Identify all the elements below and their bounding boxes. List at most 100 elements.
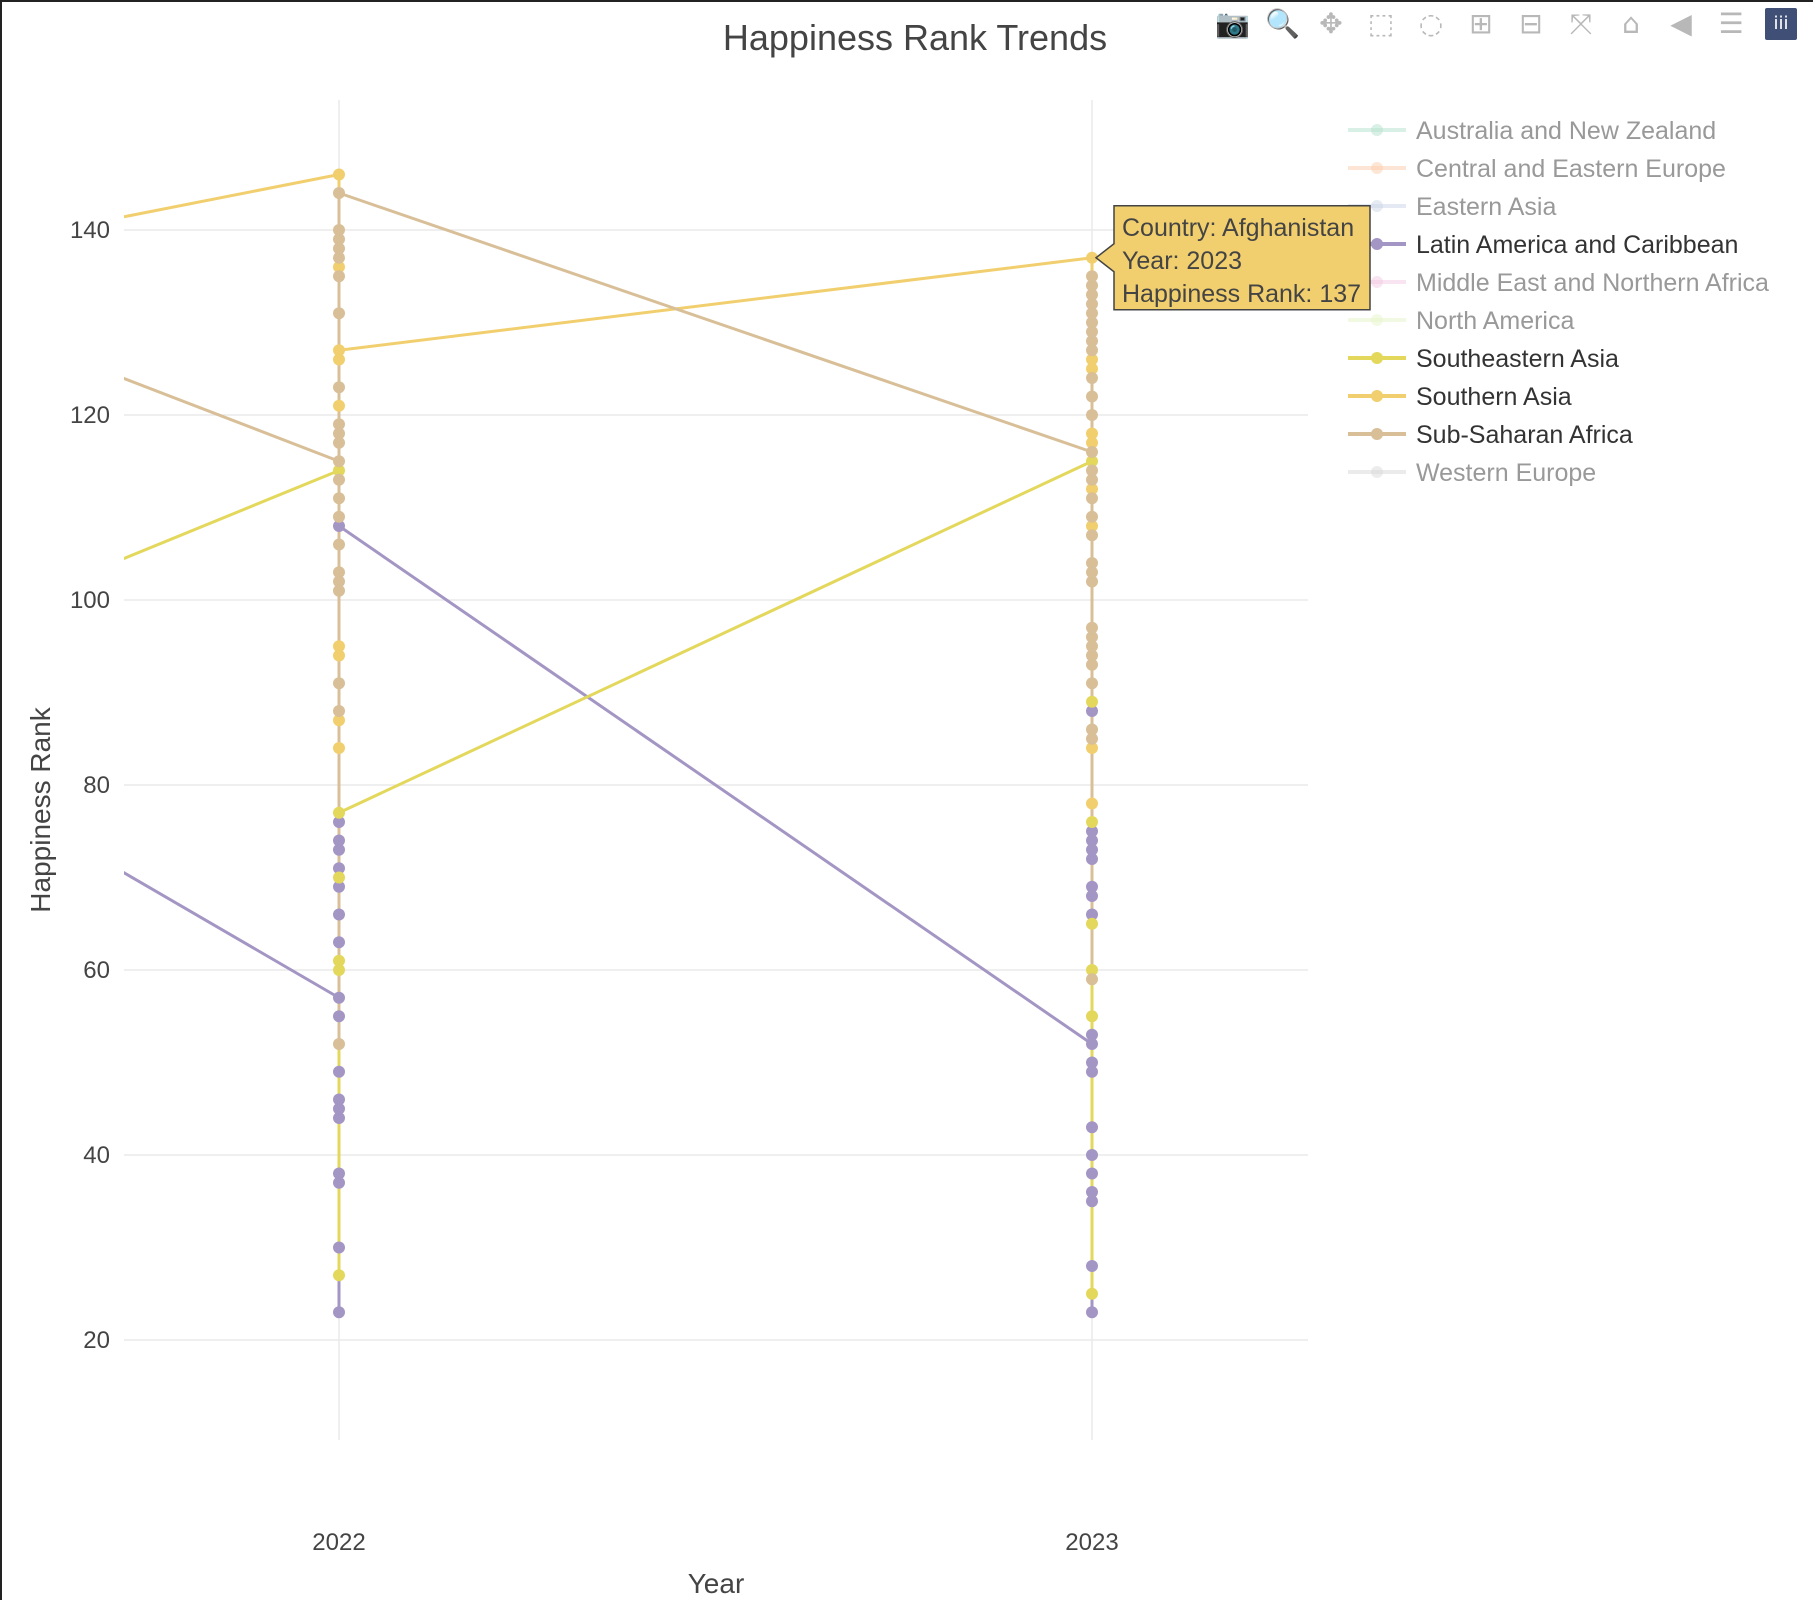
box-select-icon[interactable]: ⬚ <box>1367 7 1395 40</box>
data-point-sub-saharan-africa[interactable] <box>1086 390 1098 403</box>
data-point-southern-asia[interactable] <box>1086 483 1098 495</box>
data-point-southern-asia[interactable] <box>333 742 345 754</box>
pan-icon[interactable]: ✥ <box>1319 7 1343 40</box>
data-point-sub-saharan-africa[interactable] <box>1086 464 1098 477</box>
data-point-southern-asia[interactable] <box>1086 436 1098 449</box>
data-point-sub-saharan-africa[interactable] <box>333 1038 345 1050</box>
data-point-southern-asia[interactable] <box>333 261 345 273</box>
data-point-southeastern-asia[interactable] <box>333 464 345 477</box>
data-point-latin-america-and-caribbean[interactable] <box>1086 705 1098 717</box>
data-point-sub-saharan-africa[interactable] <box>1086 575 1098 588</box>
legend-item-middle-east-and-northern-africa[interactable]: Middle East and Northern Africa <box>1348 269 1769 297</box>
data-point-latin-america-and-caribbean[interactable] <box>1086 1121 1098 1134</box>
data-point-latin-america-and-caribbean[interactable] <box>333 1065 345 1078</box>
zoom-in-icon[interactable]: ⊞ <box>1469 7 1493 40</box>
legend-item-western-europe[interactable]: Western Europe <box>1348 459 1596 487</box>
data-point-southeastern-asia[interactable] <box>333 964 345 976</box>
data-point-latin-america-and-caribbean[interactable] <box>1086 908 1098 921</box>
data-point-latin-america-and-caribbean[interactable] <box>333 880 345 893</box>
data-point-sub-saharan-africa[interactable] <box>1086 307 1098 320</box>
data-point-latin-america-and-caribbean[interactable] <box>1086 853 1098 865</box>
data-point-southeastern-asia[interactable] <box>1086 816 1098 828</box>
data-point-sub-saharan-africa[interactable] <box>1086 409 1098 421</box>
data-point-sub-saharan-africa[interactable] <box>333 381 345 394</box>
data-point-southern-asia[interactable] <box>333 344 345 357</box>
data-point-sub-saharan-africa[interactable] <box>1086 566 1098 579</box>
data-point-sub-saharan-africa[interactable] <box>333 251 345 264</box>
hover-compare-icon[interactable]: ☰ <box>1718 7 1744 40</box>
legend-item-north-america[interactable]: North America <box>1348 307 1574 335</box>
data-point-southeastern-asia[interactable] <box>1086 1010 1098 1023</box>
legend-item-australia-and-new-zealand[interactable]: Australia and New Zealand <box>1348 117 1716 145</box>
data-point-latin-america-and-caribbean[interactable] <box>1086 843 1098 856</box>
data-point-sub-saharan-africa[interactable] <box>333 187 345 199</box>
data-point-sub-saharan-africa[interactable] <box>1086 344 1098 357</box>
data-point-southeastern-asia[interactable] <box>333 806 345 819</box>
data-point-latin-america-and-caribbean[interactable] <box>333 1093 345 1106</box>
data-point-sub-saharan-africa[interactable] <box>1086 649 1098 662</box>
data-point-latin-america-and-caribbean[interactable] <box>333 843 345 856</box>
data-point-latin-america-and-caribbean[interactable] <box>1086 1056 1098 1069</box>
legend-item-southern-asia[interactable]: Southern Asia <box>1348 383 1572 411</box>
data-point-sub-saharan-africa[interactable] <box>1086 510 1098 523</box>
data-point-sub-saharan-africa[interactable] <box>1086 677 1098 690</box>
data-point-latin-america-and-caribbean[interactable] <box>1086 1167 1098 1180</box>
data-point-sub-saharan-africa[interactable] <box>333 492 345 505</box>
data-point-sub-saharan-africa[interactable] <box>1086 446 1098 458</box>
data-point-latin-america-and-caribbean[interactable] <box>333 936 345 949</box>
data-point-sub-saharan-africa[interactable] <box>1086 279 1098 292</box>
data-point-sub-saharan-africa[interactable] <box>1086 492 1098 505</box>
data-point-latin-america-and-caribbean[interactable] <box>333 1112 345 1124</box>
data-point-latin-america-and-caribbean[interactable] <box>1086 1186 1098 1198</box>
data-point-sub-saharan-africa[interactable] <box>333 575 345 588</box>
data-point-latin-america-and-caribbean[interactable] <box>333 908 345 921</box>
data-point-southeastern-asia[interactable] <box>1086 695 1098 708</box>
lasso-select-icon[interactable]: ◌ <box>1418 7 1444 40</box>
data-point-sub-saharan-africa[interactable] <box>1086 529 1098 542</box>
hover-closest-icon[interactable]: ◀ <box>1670 7 1692 40</box>
data-point-sub-saharan-africa[interactable] <box>1086 325 1098 338</box>
data-point-southern-asia[interactable] <box>333 399 345 412</box>
data-point-sub-saharan-africa[interactable] <box>1086 316 1098 329</box>
reset-axes-icon[interactable]: ⌂ <box>1622 7 1640 40</box>
data-point-southern-asia[interactable] <box>1086 797 1098 810</box>
data-point-latin-america-and-caribbean[interactable] <box>333 1010 345 1023</box>
data-point-sub-saharan-africa[interactable] <box>1086 631 1098 643</box>
autoscale-icon[interactable]: ⤧ <box>1569 7 1593 40</box>
data-point-sub-saharan-africa[interactable] <box>1086 621 1098 634</box>
data-point-sub-saharan-africa[interactable] <box>333 270 345 283</box>
data-point-sub-saharan-africa[interactable] <box>333 233 345 246</box>
data-point-southeastern-asia[interactable] <box>333 871 345 884</box>
data-point-sub-saharan-africa[interactable] <box>333 242 345 255</box>
data-point-sub-saharan-africa[interactable] <box>1086 557 1098 569</box>
data-point-latin-america-and-caribbean[interactable] <box>1086 890 1098 902</box>
data-point-sub-saharan-africa[interactable] <box>1086 973 1098 986</box>
data-point-latin-america-and-caribbean[interactable] <box>1086 1260 1098 1272</box>
data-point-sub-saharan-africa[interactable] <box>1086 335 1098 347</box>
data-point-latin-america-and-caribbean[interactable] <box>333 1167 345 1180</box>
data-point-southern-asia[interactable] <box>1086 362 1098 375</box>
legend-item-eastern-asia[interactable]: Eastern Asia <box>1348 193 1556 221</box>
data-point-sub-saharan-africa[interactable] <box>1086 723 1098 736</box>
data-point-southeastern-asia[interactable] <box>333 954 345 967</box>
data-point-sub-saharan-africa[interactable] <box>333 436 345 449</box>
data-point-southeastern-asia[interactable] <box>1086 964 1098 976</box>
data-point-sub-saharan-africa[interactable] <box>1086 298 1098 310</box>
data-point-southern-asia[interactable] <box>333 168 345 181</box>
data-point-sub-saharan-africa[interactable] <box>333 566 345 579</box>
data-point-sub-saharan-africa[interactable] <box>1086 473 1098 486</box>
data-point-sub-saharan-africa[interactable] <box>1086 640 1098 653</box>
data-point-southeastern-asia[interactable] <box>333 1269 345 1282</box>
camera-icon[interactable]: 📷 <box>1215 7 1250 40</box>
zoom-icon[interactable]: 🔍 <box>1265 7 1300 40</box>
data-point-southeastern-asia[interactable] <box>1086 1287 1098 1300</box>
data-point-sub-saharan-africa[interactable] <box>333 427 345 440</box>
data-point-sub-saharan-africa[interactable] <box>333 705 345 717</box>
data-point-latin-america-and-caribbean[interactable] <box>1086 834 1098 847</box>
data-point-latin-america-and-caribbean[interactable] <box>333 816 345 828</box>
data-point-southeastern-asia[interactable] <box>1086 455 1098 468</box>
data-point-sub-saharan-africa[interactable] <box>333 538 345 551</box>
data-point-latin-america-and-caribbean[interactable] <box>333 520 345 532</box>
data-point-latin-america-and-caribbean[interactable] <box>1086 1149 1098 1161</box>
data-point-sub-saharan-africa[interactable] <box>333 677 345 690</box>
